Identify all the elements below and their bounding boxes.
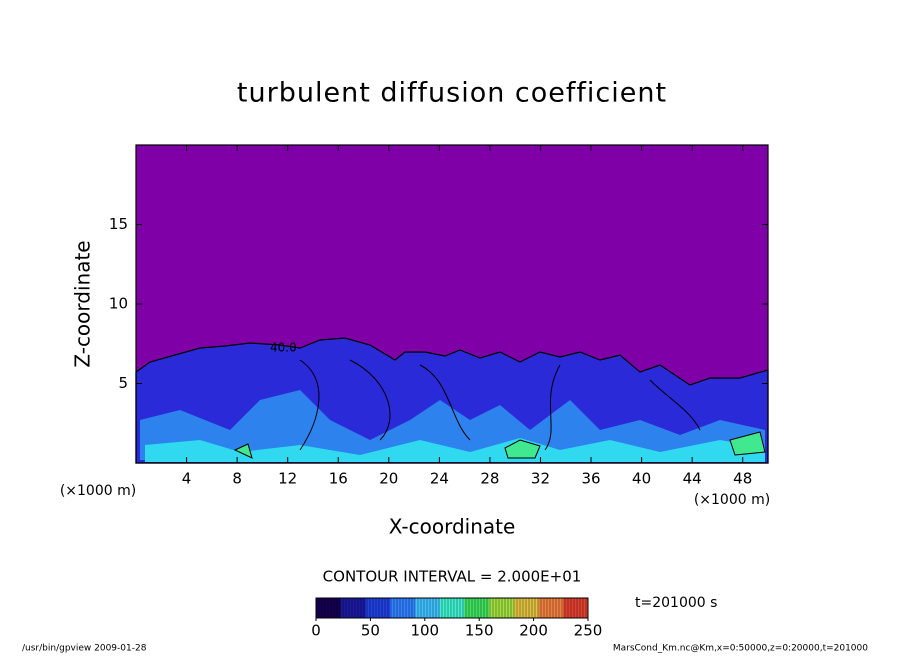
y-tick-label: 5 bbox=[118, 374, 128, 392]
colorbar-tick-label: 200 bbox=[519, 622, 548, 640]
contour-line bbox=[299, 359, 701, 451]
colorbar: 0 50 100 150 200 250 bbox=[311, 597, 603, 640]
x-tick-label: 16 bbox=[329, 470, 348, 488]
x-tick-label: 4 bbox=[182, 470, 192, 488]
colorbar-segment bbox=[439, 598, 465, 618]
field: 40.0 bbox=[135, 145, 769, 464]
x-tick-label: 48 bbox=[733, 470, 752, 488]
x-unit-right: (×1000 m) bbox=[694, 492, 770, 508]
x-tick-label: 24 bbox=[430, 470, 449, 488]
chart-title: turbulent diffusion coefficient bbox=[237, 78, 667, 109]
contour-label: 40.0 bbox=[270, 341, 297, 355]
colorbar-tick-label: 250 bbox=[574, 622, 603, 640]
colorbar-tick-label: 50 bbox=[361, 622, 380, 640]
colorbar-segment bbox=[464, 598, 490, 618]
colorbar-segment bbox=[316, 598, 342, 618]
x-unit-left: (×1000 m) bbox=[60, 483, 136, 499]
x-tick-label: 12 bbox=[278, 470, 297, 488]
colorbar-segment bbox=[538, 598, 564, 618]
field-high-layer bbox=[145, 438, 765, 462]
x-tick-label: 40 bbox=[632, 470, 651, 488]
y-tick-label: 10 bbox=[109, 295, 128, 313]
x-tick-label: 8 bbox=[232, 470, 242, 488]
colorbar-segment bbox=[365, 598, 391, 618]
colorbar-segment bbox=[414, 598, 441, 618]
field-peak bbox=[233, 431, 766, 459]
x-axis-title: X-coordinate bbox=[389, 515, 516, 539]
footer-left: /usr/bin/gpview 2009-01-28 bbox=[22, 644, 147, 654]
x-tick-label: 44 bbox=[683, 470, 702, 488]
colorbar-tick-label: 0 bbox=[311, 622, 321, 640]
x-tick-label: 20 bbox=[379, 470, 398, 488]
x-tick-label: 36 bbox=[581, 470, 600, 488]
colorbar-tick-label: 150 bbox=[465, 622, 494, 640]
x-tick-label: 28 bbox=[480, 470, 499, 488]
colorbar-segment bbox=[340, 598, 366, 618]
colorbar-segment bbox=[563, 598, 589, 618]
contour-interval: CONTOUR INTERVAL = 2.000E+01 bbox=[323, 568, 582, 586]
footer-right: MarsCond_Km.nc@Km,x=0:50000,z=0:20000,t=… bbox=[613, 644, 868, 654]
colorbar-tick-label: 100 bbox=[410, 622, 439, 640]
y-tick-label: 15 bbox=[109, 215, 128, 233]
colorbar-frame bbox=[315, 597, 589, 619]
y-axis-title: Z-coordinate bbox=[71, 240, 95, 367]
x-tick-label: 32 bbox=[531, 470, 550, 488]
time-label: t=201000 s bbox=[635, 595, 717, 611]
